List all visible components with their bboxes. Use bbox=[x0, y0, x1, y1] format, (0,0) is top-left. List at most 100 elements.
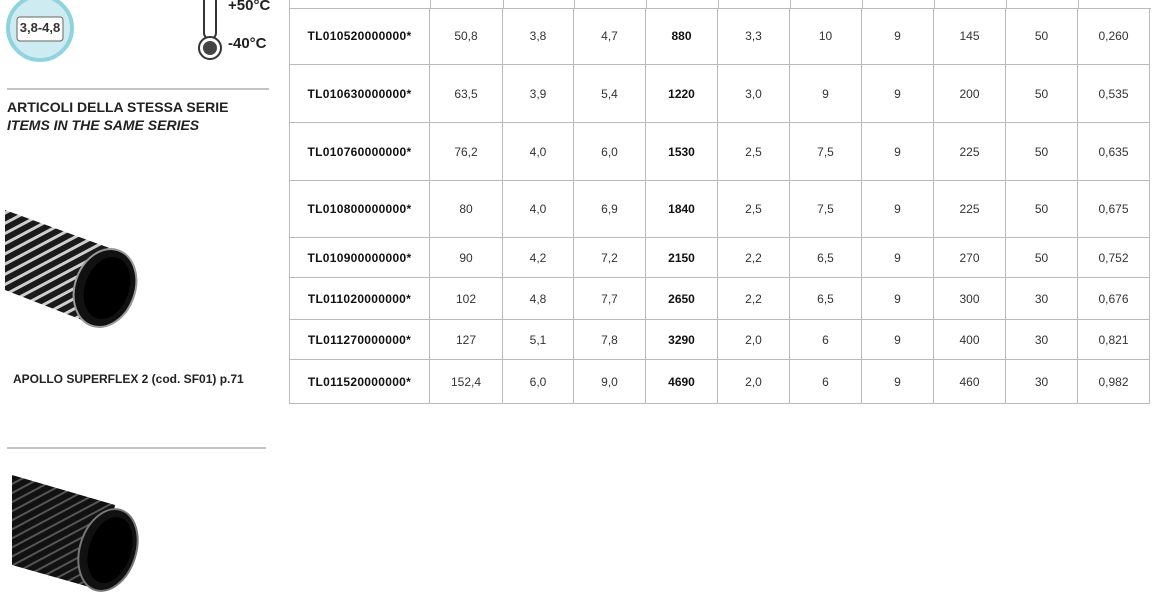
table-cell: 2,2 bbox=[718, 238, 790, 278]
table-cell: 10 bbox=[790, 8, 862, 65]
spec-table: TL010520000000* 50,8 3,8 4,7 880 3,3 10 9 145 50 0… bbox=[289, 0, 1151, 404]
table-cell: 2,5 bbox=[718, 123, 790, 181]
table-cell: 0,535 bbox=[1078, 65, 1150, 123]
table-cell: 3,3 bbox=[718, 8, 790, 65]
table-edge bbox=[289, 0, 1151, 9]
table-cell: 1840 bbox=[646, 181, 718, 238]
table-cell: 63,5 bbox=[430, 65, 503, 123]
table-cell: 152,4 bbox=[430, 360, 503, 404]
table-cell: 2,0 bbox=[718, 320, 790, 360]
table-cell: 3,0 bbox=[718, 65, 790, 123]
table-cell: 7,8 bbox=[574, 320, 646, 360]
table-cell: 9 bbox=[862, 123, 934, 181]
table-cell: 4,0 bbox=[503, 181, 574, 238]
table-edge bbox=[430, 0, 431, 8]
table-cell: 4,8 bbox=[503, 278, 574, 320]
table-cell: 90 bbox=[430, 238, 503, 278]
table-cell: 1220 bbox=[646, 65, 718, 123]
table-cell: 9 bbox=[862, 181, 934, 238]
item-code: TL010800000000* bbox=[289, 181, 430, 238]
table-cell: 0,821 bbox=[1078, 320, 1150, 360]
table-cell: 270 bbox=[934, 238, 1006, 278]
item-code: TL010520000000* bbox=[289, 8, 430, 65]
table-cell: 200 bbox=[934, 65, 1006, 123]
series-heading: ARTICOLI DELLA STESSA SERIE bbox=[7, 99, 229, 115]
table-cell: 7,7 bbox=[574, 278, 646, 320]
table-cell: 2,2 bbox=[718, 278, 790, 320]
table-cell: 2650 bbox=[646, 278, 718, 320]
table-cell: 300 bbox=[934, 278, 1006, 320]
table-cell: 6 bbox=[790, 360, 862, 404]
table-cell: 50 bbox=[1006, 238, 1078, 278]
table-cell: 30 bbox=[1006, 320, 1078, 360]
item-code: TL011020000000* bbox=[289, 278, 430, 320]
table-cell: 50,8 bbox=[430, 8, 503, 65]
table-cell: 0,675 bbox=[1078, 181, 1150, 238]
table-cell: 6,0 bbox=[503, 360, 574, 404]
item-code: TL010900000000* bbox=[289, 238, 430, 278]
table-cell: 2,0 bbox=[718, 360, 790, 404]
table-cell: 3,9 bbox=[503, 65, 574, 123]
table-cell: 5,4 bbox=[574, 65, 646, 123]
table-cell: 225 bbox=[934, 123, 1006, 181]
table-cell: 127 bbox=[430, 320, 503, 360]
table-cell: 102 bbox=[430, 278, 503, 320]
badge-box bbox=[16, 16, 64, 42]
hose-image bbox=[5, 210, 138, 328]
table-cell: 50 bbox=[1006, 181, 1078, 238]
table-cell: 30 bbox=[1006, 360, 1078, 404]
hose-image bbox=[12, 475, 139, 592]
left-graphics bbox=[5, 0, 269, 592]
table-cell: 6,9 bbox=[574, 181, 646, 238]
table-cell: 80 bbox=[430, 181, 503, 238]
table-cell: 7,5 bbox=[790, 123, 862, 181]
table-cell: 0,260 bbox=[1078, 8, 1150, 65]
table-cell: 3290 bbox=[646, 320, 718, 360]
table-edge bbox=[574, 0, 575, 8]
table-cell: 6 bbox=[790, 320, 862, 360]
table-cell: 50 bbox=[1006, 8, 1078, 65]
table-cell: 1530 bbox=[646, 123, 718, 181]
table-cell: 9 bbox=[862, 278, 934, 320]
table-edge bbox=[503, 0, 504, 8]
table-cell: 4690 bbox=[646, 360, 718, 404]
table-cell: 9 bbox=[790, 65, 862, 123]
table-edge bbox=[862, 0, 863, 8]
table-cell: 76,2 bbox=[430, 123, 503, 181]
table-cell: 6,5 bbox=[790, 238, 862, 278]
table-cell: 0,752 bbox=[1078, 238, 1150, 278]
table-cell: 5,1 bbox=[503, 320, 574, 360]
table-cell: 9 bbox=[862, 320, 934, 360]
table-cell: 4,0 bbox=[503, 123, 574, 181]
table-edge bbox=[1006, 0, 1007, 8]
table-cell: 9 bbox=[862, 360, 934, 404]
item-code: TL010760000000* bbox=[289, 123, 430, 181]
item-code: TL011270000000* bbox=[289, 320, 430, 360]
table-cell: 145 bbox=[934, 8, 1006, 65]
table-cell: 400 bbox=[934, 320, 1006, 360]
table-cell: 9,0 bbox=[574, 360, 646, 404]
table-edge bbox=[646, 0, 647, 8]
table-cell: 3,8 bbox=[503, 8, 574, 65]
related-item-link[interactable]: APOLLO SUPERFLEX 2 (cod. SF01) p.71 bbox=[13, 372, 244, 386]
table-cell: 0,676 bbox=[1078, 278, 1150, 320]
table-cell: 0,982 bbox=[1078, 360, 1150, 404]
table-cell: 460 bbox=[934, 360, 1006, 404]
table-cell: 50 bbox=[1006, 123, 1078, 181]
temp-max: +50°C bbox=[228, 0, 271, 14]
table-cell: 2,5 bbox=[718, 181, 790, 238]
table-cell: 50 bbox=[1006, 65, 1078, 123]
table-cell: 880 bbox=[646, 8, 718, 65]
table-cell: 2150 bbox=[646, 238, 718, 278]
table-cell: 7,5 bbox=[790, 181, 862, 238]
item-code: TL010630000000* bbox=[289, 65, 430, 123]
table-edge bbox=[718, 0, 719, 8]
table-cell: 30 bbox=[1006, 278, 1078, 320]
table-cell: 225 bbox=[934, 181, 1006, 238]
table-cell: 0,635 bbox=[1078, 123, 1150, 181]
table-cell: 7,2 bbox=[574, 238, 646, 278]
table-cell: 6,5 bbox=[790, 278, 862, 320]
table-cell: 4,7 bbox=[574, 8, 646, 65]
table-edge bbox=[934, 0, 935, 8]
